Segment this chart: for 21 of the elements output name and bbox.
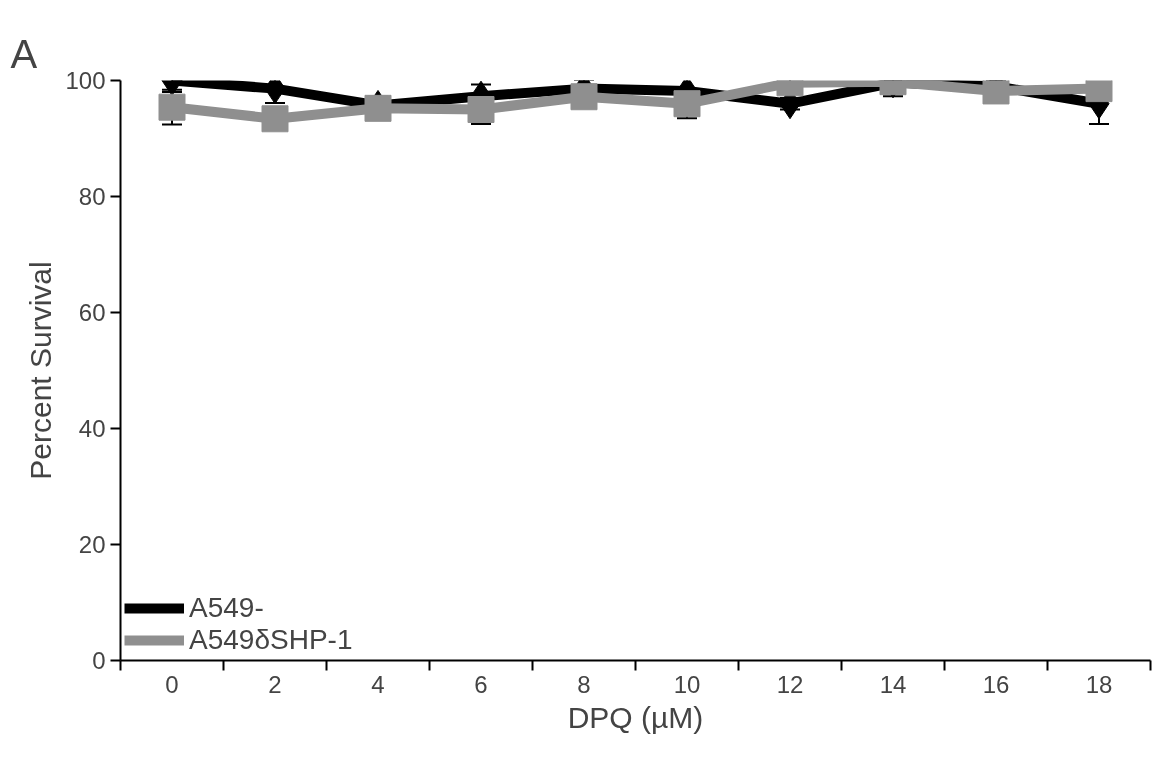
- y-tick-label: 0: [92, 647, 106, 674]
- x-tick-label: 8: [577, 670, 591, 698]
- legend-label: A549-: [189, 592, 264, 624]
- x-tick-label: 2: [268, 670, 282, 698]
- x-tick-label: 16: [982, 670, 1010, 698]
- x-tick-label: 4: [371, 670, 385, 698]
- legend-label: A549δSHP-1: [189, 624, 353, 656]
- x-axis-title: DPQ (µM): [567, 700, 704, 734]
- x-tick-label: 6: [474, 670, 488, 698]
- x-tick-label: 18: [1085, 670, 1113, 698]
- y-tick-label: 100: [65, 67, 106, 94]
- x-tick-label: 12: [776, 670, 804, 698]
- chart-title: A: [10, 31, 38, 76]
- y-tick-label: 40: [78, 415, 106, 442]
- x-tick-label: 14: [879, 670, 907, 698]
- x-tick-label: 0: [165, 670, 179, 698]
- y-tick-label: 20: [78, 531, 106, 558]
- y-tick-label: 60: [78, 299, 106, 326]
- x-tick-label: 10: [673, 670, 701, 698]
- y-tick-label: 80: [78, 183, 106, 210]
- y-axis-title: Percent Survival: [24, 261, 58, 480]
